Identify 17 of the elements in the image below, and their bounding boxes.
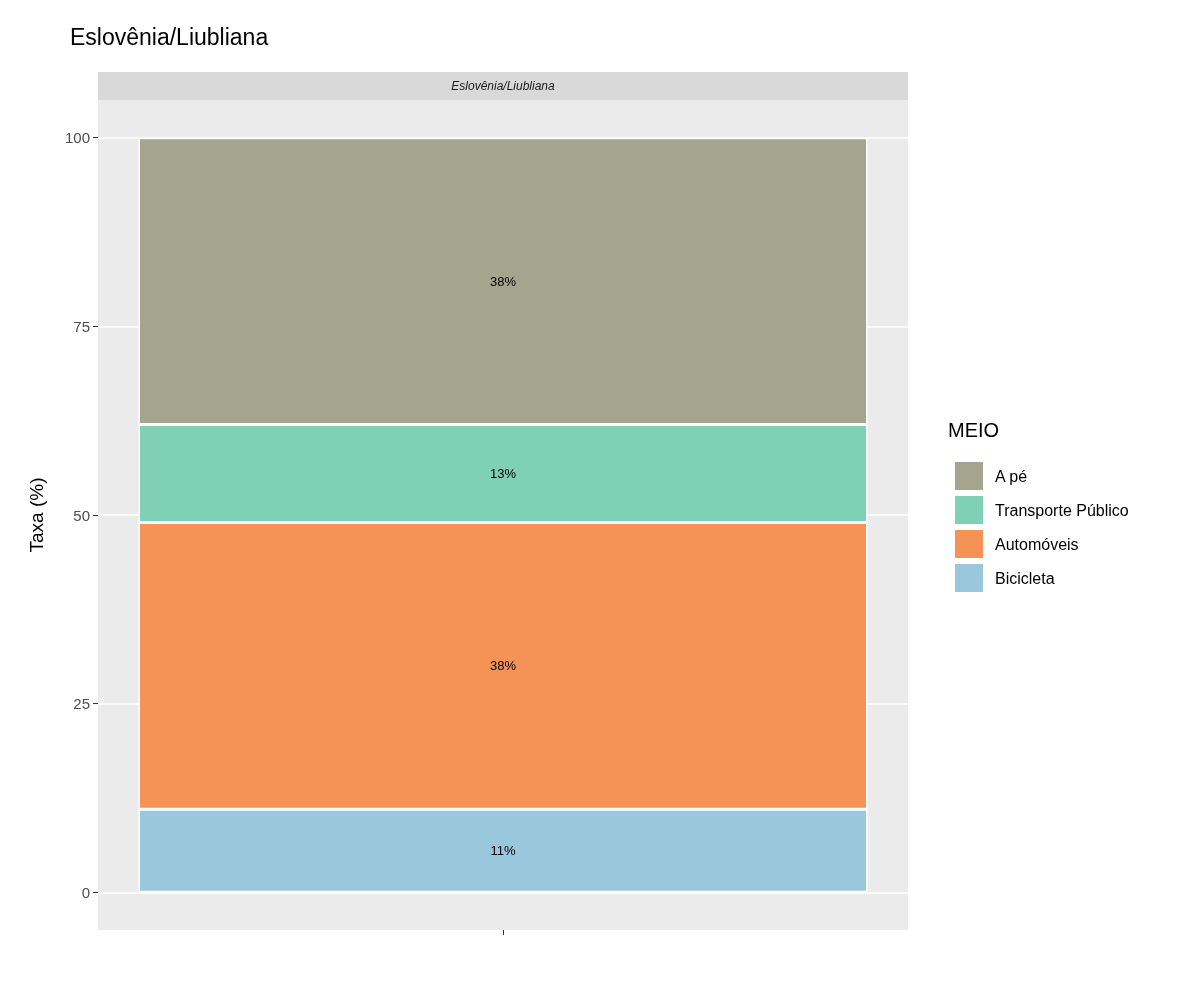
legend-label: Transporte Público [995,501,1129,519]
y-tick-label: 100 [64,129,90,147]
y-tick-label: 50 [73,506,90,524]
y-axis-title: Taxa (%) [26,477,47,553]
y-tick-label: 25 [73,695,90,713]
legend-title: MEIO [948,419,1000,441]
legend-label: Automóveis [995,535,1079,553]
chart-title: Eslovênia/Liubliana [70,23,269,50]
data-label: 38% [489,658,517,674]
data-label: 11% [490,843,516,859]
data-label: 38% [489,273,517,289]
legend-label: A pé [995,467,1028,485]
y-tick-label: 75 [73,317,90,335]
y-tick-label: 0 [81,883,90,901]
legend-label: Bicicleta [995,569,1055,587]
facet-strip: Eslovênia/Liubliana [98,72,908,100]
data-label: 13% [489,466,517,481]
